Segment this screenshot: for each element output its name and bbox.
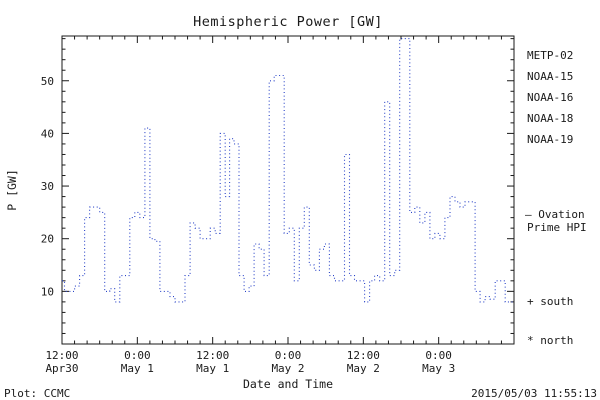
x-tick-label-date: May 1 xyxy=(121,362,154,375)
legend-south-marker: + south xyxy=(527,295,573,308)
legend-satellite-noaa-19: NOAA-19 xyxy=(527,133,573,146)
x-tick-label-time: 12:00 xyxy=(196,349,229,362)
x-tick-label-time: 12:00 xyxy=(45,349,78,362)
plot-timestamp: 2015/05/03 11:55:13 xyxy=(471,387,597,400)
hpi-step-line xyxy=(62,38,514,303)
y-tick-label: 30 xyxy=(41,180,54,193)
x-axis-label: Date and Time xyxy=(243,377,333,391)
x-tick-label-date: May 3 xyxy=(422,362,455,375)
legend-ovation-line1: — Ovation xyxy=(525,208,585,221)
legend-satellite-noaa-18: NOAA-18 xyxy=(527,112,573,125)
plot-credit: Plot: CCMC xyxy=(4,387,70,400)
y-tick-label: 10 xyxy=(41,285,54,298)
legend-north-marker: * north xyxy=(527,334,573,347)
x-tick-label-time: 12:00 xyxy=(347,349,380,362)
y-tick-label: 50 xyxy=(41,75,54,88)
x-tick-label-time: 0:00 xyxy=(124,349,151,362)
x-tick-label-time: 0:00 xyxy=(425,349,452,362)
y-axis-label: P [GW] xyxy=(5,169,19,211)
legend-satellite-noaa-15: NOAA-15 xyxy=(527,70,573,83)
x-tick-label-date: Apr30 xyxy=(45,362,78,375)
x-tick-label-date: May 2 xyxy=(271,362,304,375)
legend-satellite-noaa-16: NOAA-16 xyxy=(527,91,573,104)
y-tick-label: 20 xyxy=(41,233,54,246)
y-tick-label: 40 xyxy=(41,127,54,140)
x-tick-label-date: May 1 xyxy=(196,362,229,375)
x-tick-label-date: May 2 xyxy=(347,362,380,375)
chart-title: Hemispheric Power [GW] xyxy=(193,14,383,30)
legend-ovation-line2: Prime HPI xyxy=(527,221,587,234)
legend-satellite-metp-02: METP-02 xyxy=(527,49,573,62)
legend: METP-02 NOAA-15 NOAA-16 NOAA-18 NOAA-19 — Ova… xyxy=(525,49,587,347)
data-series xyxy=(62,38,514,303)
x-tick-label-time: 0:00 xyxy=(275,349,302,362)
